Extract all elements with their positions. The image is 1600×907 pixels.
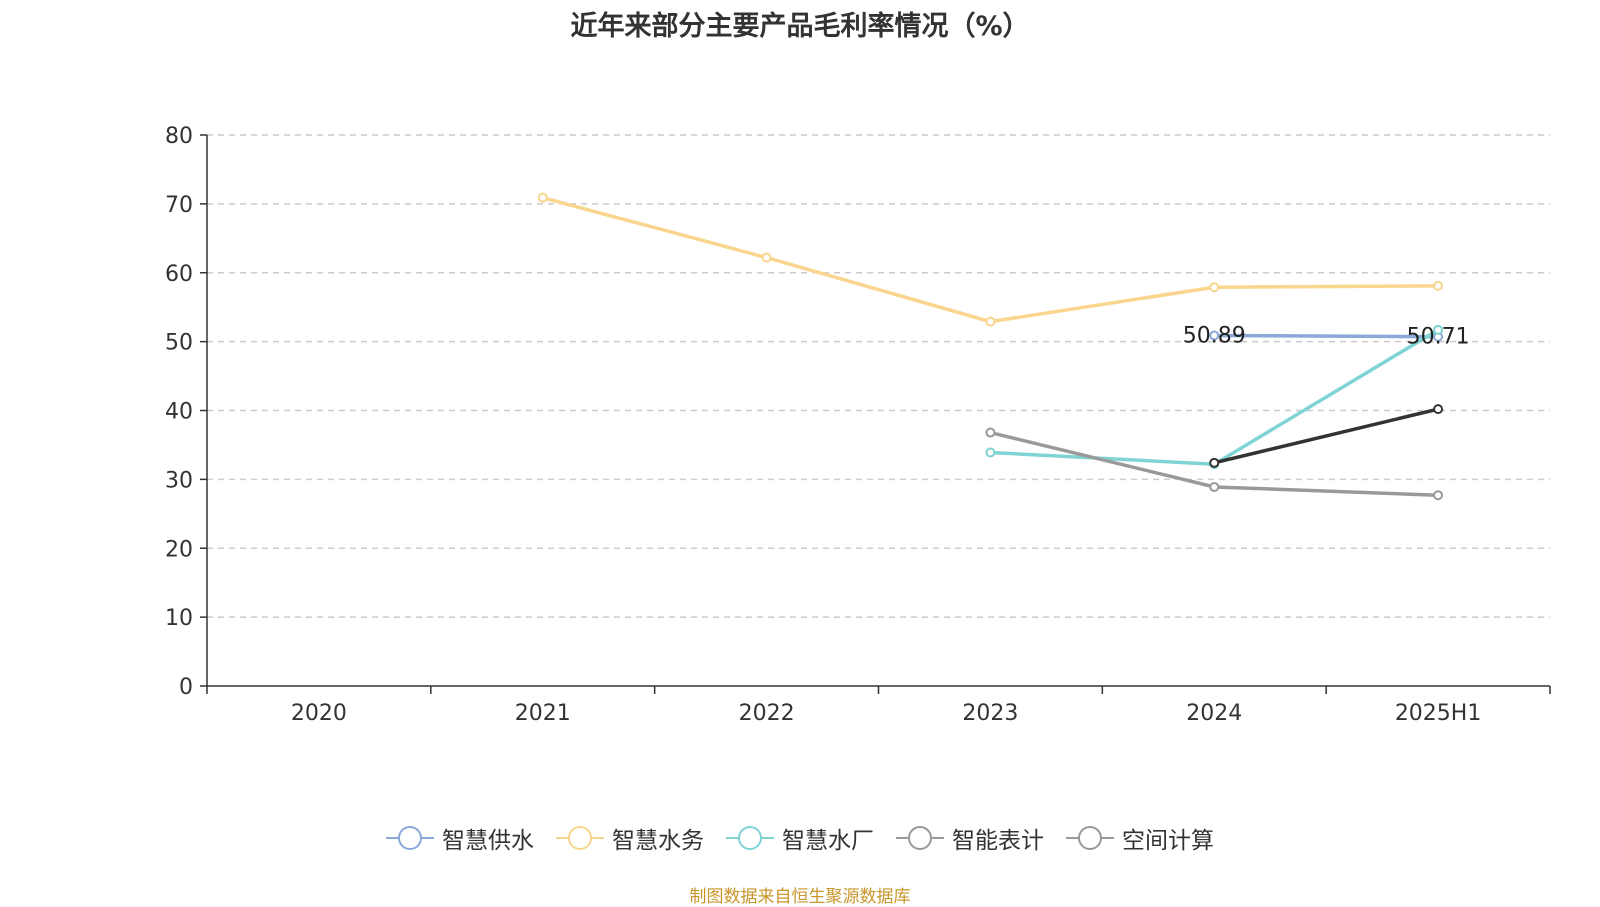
data-label: 50.71 — [1407, 325, 1470, 350]
data-point — [1433, 490, 1444, 501]
y-tick-label: 40 — [165, 400, 193, 425]
x-tick-label: 2022 — [739, 701, 795, 726]
y-tick-label: 80 — [165, 124, 193, 149]
source-note: 制图数据来自恒生聚源数据库 — [689, 887, 911, 907]
legend-label: 智能表计 — [952, 828, 1044, 854]
data-point — [1209, 481, 1220, 492]
legend-item-4[interactable]: 空间计算 — [1066, 821, 1214, 855]
y-tick-label: 60 — [165, 262, 193, 287]
series-line-4 — [1213, 407, 1439, 465]
data-point — [985, 316, 996, 327]
x-tick-label: 2023 — [962, 701, 1018, 726]
legend-swatch-icon — [1066, 826, 1114, 850]
x-tick-label: 2024 — [1186, 701, 1242, 726]
data-point — [761, 252, 772, 263]
legend-label: 空间计算 — [1122, 828, 1214, 854]
series-line-2 — [990, 328, 1439, 466]
data-point — [537, 192, 548, 203]
x-tick-label: 2025H1 — [1395, 701, 1482, 726]
legend-label: 智慧水务 — [612, 828, 704, 854]
data-point — [1433, 324, 1444, 335]
series-line-0 — [1214, 333, 1439, 339]
data-label: 50.89 — [1183, 323, 1246, 348]
legend-swatch-icon — [726, 826, 774, 850]
legend-swatch-icon — [556, 826, 604, 850]
legend-item-3[interactable]: 智能表计 — [896, 821, 1044, 855]
chart-legend: 智慧供水 智慧水务 智慧水厂 智能表计 空间计算 — [0, 818, 1600, 858]
y-tick-label: 50 — [165, 331, 193, 356]
y-tick-label: 30 — [165, 468, 193, 493]
series-line-1 — [542, 195, 1439, 324]
data-point — [1433, 280, 1444, 291]
data-point — [985, 447, 996, 458]
x-tick-label: 2020 — [291, 701, 347, 726]
line-chart: 0 10 20 30 40 50 60 70 80 2020 2021 2022 2023 2024 202… — [165, 124, 1551, 726]
legend-item-0[interactable]: 智慧供水 — [386, 821, 534, 855]
legend-item-1[interactable]: 智慧水务 — [556, 821, 704, 855]
data-point — [1209, 457, 1220, 468]
y-tick-label: 70 — [165, 193, 193, 218]
data-point — [1209, 282, 1220, 293]
legend-item-2[interactable]: 智慧水厂 — [726, 821, 874, 855]
x-tick-label: 2021 — [515, 701, 571, 726]
y-tick-label: 0 — [179, 675, 193, 700]
legend-label: 智慧供水 — [442, 828, 534, 854]
chart-title: 近年来部分主要产品毛利率情况（%） — [570, 11, 1030, 42]
data-point — [985, 427, 996, 438]
y-tick-label: 20 — [165, 537, 193, 562]
data-point — [1209, 330, 1220, 341]
legend-swatch-icon — [896, 826, 944, 850]
legend-swatch-icon — [386, 826, 434, 850]
data-point — [1433, 404, 1444, 415]
y-tick-label: 10 — [165, 606, 193, 631]
legend-label: 智慧水厂 — [782, 828, 874, 854]
